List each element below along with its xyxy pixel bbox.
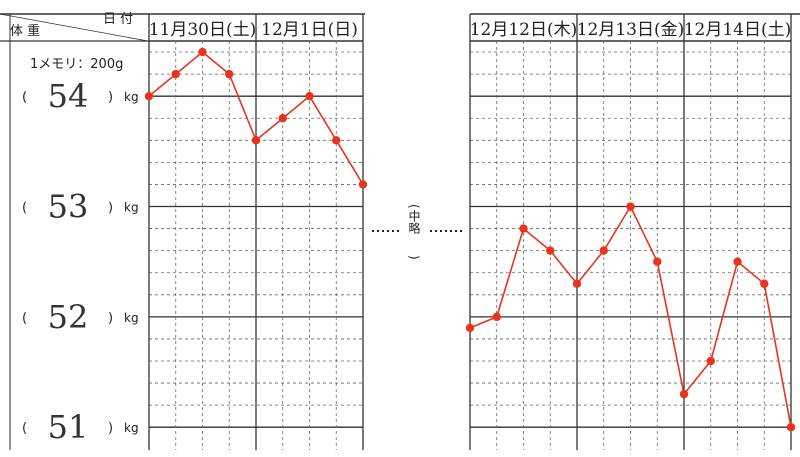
- data-point: [546, 246, 555, 255]
- y-tick-unit: kg: [124, 421, 139, 435]
- date-headers: 11月30日(土) 12月1日(日) 12月12日(木) 12月13日(金) 12月14…: [149, 20, 792, 40]
- y-tick-value: 54: [48, 77, 89, 115]
- data-point: [760, 279, 769, 288]
- weight-series: [144, 47, 796, 432]
- date-header-label: 11月30日(土): [149, 20, 257, 40]
- data-point: [465, 323, 475, 333]
- data-point: [786, 423, 796, 432]
- omitted-label: 中略: [407, 209, 421, 235]
- data-point: [679, 389, 689, 399]
- weight-label: 体 重: [10, 23, 40, 39]
- header-diagonal: [0, 13, 149, 42]
- data-point: [626, 202, 635, 211]
- date-header-label: 12月14日(土): [684, 20, 792, 40]
- y-tick-unit: kg: [124, 201, 139, 215]
- chart-grid: [148, 14, 792, 450]
- y-tick-value: 53: [48, 188, 89, 226]
- data-point: [653, 257, 662, 266]
- data-point: [572, 279, 582, 288]
- scale-note: 1メモリ：200g: [30, 57, 123, 72]
- data-point: [332, 136, 341, 145]
- y-tick-paren-close: ): [108, 90, 113, 105]
- omitted-paren-open: (: [407, 204, 421, 209]
- y-tick-unit: kg: [124, 90, 139, 104]
- data-point: [733, 257, 742, 266]
- data-point: [305, 91, 314, 101]
- data-point: [278, 114, 287, 123]
- y-tick-unit: kg: [124, 311, 139, 325]
- y-tick-value: 51: [48, 408, 89, 446]
- data-point: [251, 136, 261, 145]
- date-header-label: 12月1日(日): [261, 20, 358, 40]
- data-point: [519, 224, 528, 233]
- chart-frame: [0, 13, 800, 450]
- y-tick-paren-open: (: [22, 311, 27, 326]
- y-tick-paren-open: (: [22, 201, 27, 216]
- weight-label-column: 体 重 日 付 1メモリ：200g 中略 ( ): [10, 12, 421, 260]
- omitted-paren-close: ): [407, 255, 421, 260]
- data-point: [225, 69, 234, 79]
- date-label: 日 付: [103, 12, 133, 27]
- data-point: [171, 69, 180, 79]
- data-point: [144, 91, 154, 101]
- data-point: [706, 356, 715, 366]
- y-tick-labels: (54) kg (53) kg (52) kg (51) kg: [22, 77, 139, 446]
- data-point: [198, 47, 207, 57]
- data-point: [358, 180, 368, 189]
- y-tick-paren-open: (: [22, 90, 27, 105]
- date-header-label: 12月12日(木): [470, 20, 578, 40]
- date-header-label: 12月13日(金): [577, 20, 685, 40]
- y-tick-paren-close: ): [108, 421, 113, 436]
- y-tick-paren-close: ): [108, 201, 113, 216]
- data-point: [599, 246, 608, 255]
- y-tick-paren-open: (: [22, 421, 27, 436]
- y-tick-value: 52: [48, 298, 89, 336]
- y-tick-paren-close: ): [108, 311, 113, 326]
- data-point: [492, 312, 501, 322]
